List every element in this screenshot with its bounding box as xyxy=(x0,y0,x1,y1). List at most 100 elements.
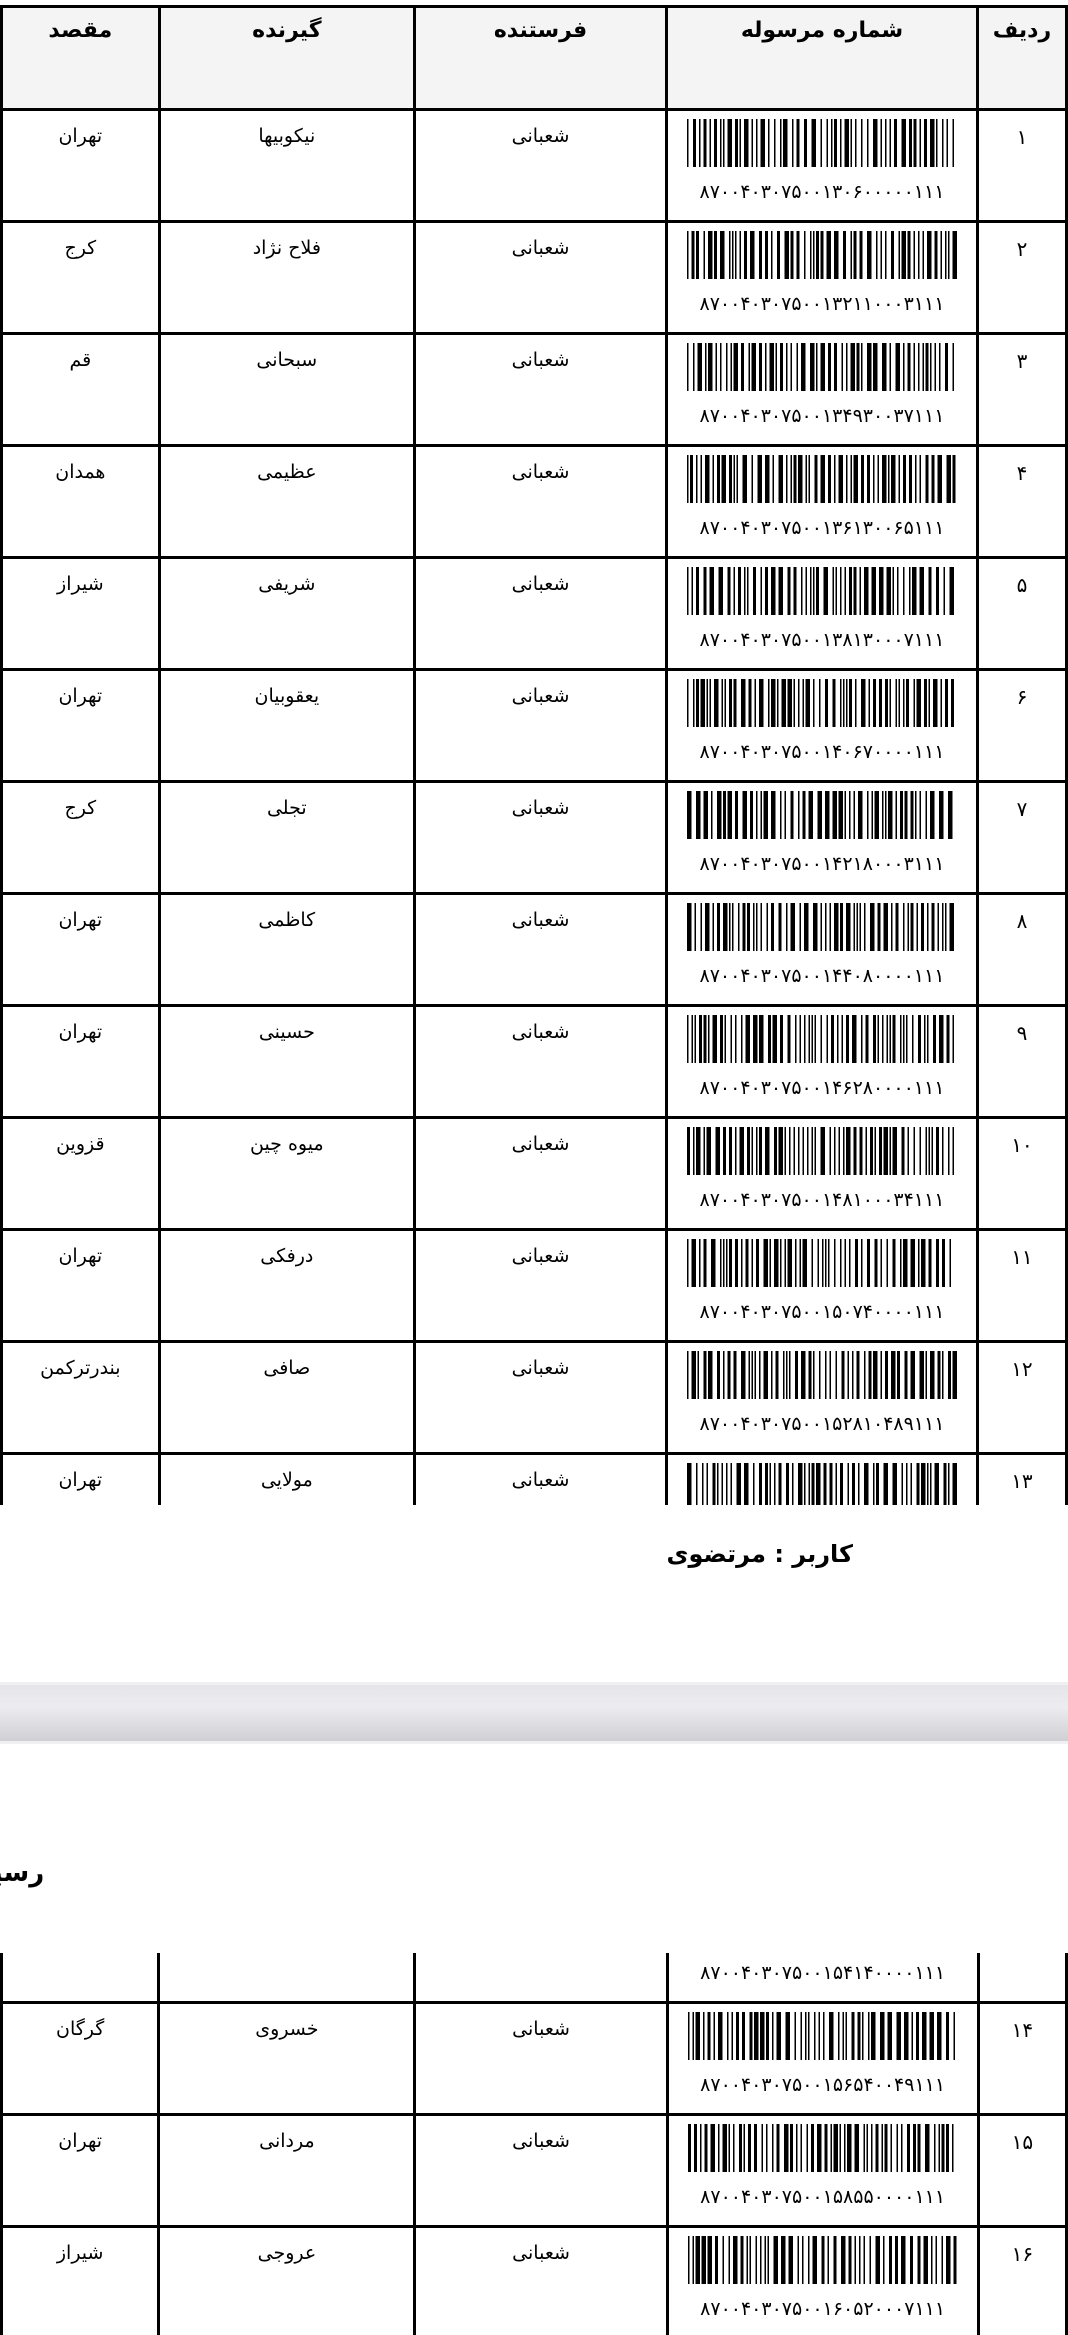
barcode-bar xyxy=(697,1351,699,1399)
barcode-bar xyxy=(845,343,848,391)
barcode-bar xyxy=(908,455,912,503)
barcode-bar xyxy=(689,455,693,503)
barcode-bar xyxy=(799,1015,801,1063)
barcode-bar xyxy=(886,1239,888,1287)
barcode-bar xyxy=(919,1127,921,1175)
barcode-bar xyxy=(874,1127,876,1175)
barcode-bar xyxy=(827,343,831,391)
barcode-bar xyxy=(925,1351,927,1399)
barcode-bar xyxy=(839,2124,841,2172)
barcode-bar xyxy=(770,231,773,279)
barcode-bar xyxy=(808,1351,812,1399)
barcode-bar xyxy=(707,1351,713,1399)
barcode-bar xyxy=(880,119,882,167)
barcode-bar xyxy=(771,2124,774,2172)
tracking-number: ۸۷۰۰۴۰۳۰۷۵۰۰۱۵۰۷۴۰۰۰۰۱۱۱ xyxy=(699,1301,945,1323)
destination-cell: قم xyxy=(0,332,161,447)
barcode-bar xyxy=(784,231,789,279)
barcode-bar xyxy=(709,119,711,167)
sender-cell: شعبانی xyxy=(412,1340,669,1455)
barcode-bar xyxy=(778,1127,783,1175)
barcode-bar xyxy=(935,1239,939,1287)
barcode-bar xyxy=(703,1239,707,1287)
barcode-bar xyxy=(751,119,753,167)
barcode-bar xyxy=(899,1239,902,1287)
barcode-bar xyxy=(779,343,783,391)
barcode-bar xyxy=(779,119,782,167)
barcode-bar xyxy=(739,119,741,167)
barcode-bar xyxy=(794,2012,796,2060)
barcode-cell: ۸۷۰۰۴۰۳۰۷۵۰۰۱۴۰۶۷۰۰۰۰۱۱۱ xyxy=(665,668,979,783)
barcode-bar xyxy=(727,791,732,839)
barcode-bar xyxy=(703,791,708,839)
barcode-bar xyxy=(694,1015,696,1063)
barcode-bar xyxy=(704,343,707,391)
barcode-bar xyxy=(794,1351,798,1399)
barcode-bar xyxy=(776,2124,780,2172)
row-index: ۲ xyxy=(975,220,1068,335)
barcode-cell: ۸۷۰۰۴۰۳۰۷۵۰۰۱۳۸۱۳۰۰۰۷۱۱۱ xyxy=(665,556,979,671)
receiver-cell: میوه چین xyxy=(157,1116,416,1231)
barcode-bar xyxy=(839,903,843,951)
barcode-image xyxy=(686,1463,957,1505)
barcode-bar xyxy=(775,343,777,391)
barcode-bar xyxy=(755,119,758,167)
barcode-bar xyxy=(860,1239,863,1287)
barcode-bar xyxy=(826,119,828,167)
next-page-title: رسید xyxy=(0,1858,45,1888)
barcode-bar xyxy=(890,455,896,503)
barcode-bar xyxy=(752,1463,755,1505)
barcode-bar xyxy=(695,1127,701,1175)
barcode-bar xyxy=(928,679,930,727)
barcode-bar xyxy=(850,343,855,391)
table-row: ۱۳۸۷۰۰۴۰۳۰۷۵۰۰۱۵۴۱۴۰۰۰۰۱۱۱شعبانیمولاییته… xyxy=(0,1452,1068,1505)
barcode-bar xyxy=(691,1239,696,1287)
barcode-bar xyxy=(782,1351,785,1399)
barcode-bar xyxy=(769,1463,771,1505)
shipments-table: ردیف شماره مرسوله فرستنده گیرنده مقصد ۱ ۸… xyxy=(0,5,1068,1505)
barcode-bar xyxy=(701,2236,706,2284)
destination-cell: تهران xyxy=(0,108,161,223)
barcode-bar xyxy=(797,791,800,839)
barcode-bar xyxy=(853,903,855,951)
barcode-bar xyxy=(820,1015,822,1063)
barcode-bar xyxy=(833,2236,837,2284)
destination-cell: گرگان xyxy=(0,2001,161,2116)
barcode-bar xyxy=(842,679,845,727)
barcode-bar xyxy=(895,679,897,727)
barcode-bar xyxy=(785,455,788,503)
barcode-bar xyxy=(946,1015,950,1063)
receiver-cell: عظیمی xyxy=(157,444,416,559)
barcode-bar xyxy=(830,1015,834,1063)
barcode-bar xyxy=(743,2124,745,2172)
barcode-bar xyxy=(866,455,870,503)
barcode-bar xyxy=(866,119,869,167)
barcode-bar xyxy=(805,567,807,615)
barcode-bar xyxy=(758,679,764,727)
barcode-bar xyxy=(935,2236,937,2284)
barcode-bar xyxy=(817,1239,819,1287)
barcode-bar xyxy=(761,2124,763,2172)
barcode-bar xyxy=(863,567,869,615)
barcode-bar xyxy=(712,455,714,503)
sender-cell: شعبانی xyxy=(412,108,669,223)
barcode-bar xyxy=(859,1127,863,1175)
table-row: ۱ ۸۷۰۰۴۰۳۰۷۵۰۰۱۳۰۶۰۰۰۰۰۱۱۱ شعبانی نیکوبیها ت… xyxy=(0,108,1068,223)
barcode-bar xyxy=(766,903,768,951)
barcode-bar xyxy=(820,343,825,391)
barcode-bar xyxy=(907,231,911,279)
barcode-bar xyxy=(719,343,722,391)
barcode-bar xyxy=(707,1015,710,1063)
barcode-bar xyxy=(821,2236,825,2284)
barcode-bar xyxy=(884,791,887,839)
barcode-bar xyxy=(947,1463,950,1505)
destination-cell: کرج xyxy=(0,780,161,895)
barcode-bar xyxy=(926,1463,929,1505)
barcode-bar xyxy=(935,1127,939,1175)
barcode-bar xyxy=(907,343,911,391)
barcode-image xyxy=(687,2012,955,2060)
barcode-bar xyxy=(727,1351,731,1399)
barcode-bar xyxy=(701,1463,704,1505)
barcode-bar xyxy=(759,2012,765,2060)
barcode-bar xyxy=(859,567,861,615)
